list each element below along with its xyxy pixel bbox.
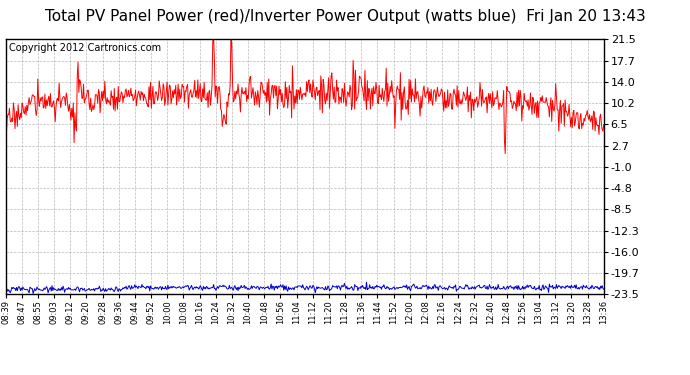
- Text: Total PV Panel Power (red)/Inverter Power Output (watts blue)  Fri Jan 20 13:43: Total PV Panel Power (red)/Inverter Powe…: [45, 9, 645, 24]
- Text: Copyright 2012 Cartronics.com: Copyright 2012 Cartronics.com: [8, 43, 161, 53]
